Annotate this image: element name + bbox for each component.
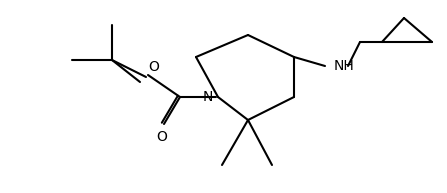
Text: NH: NH — [334, 59, 355, 73]
Text: O: O — [156, 130, 168, 144]
Text: O: O — [148, 60, 160, 74]
Text: N: N — [203, 90, 213, 104]
